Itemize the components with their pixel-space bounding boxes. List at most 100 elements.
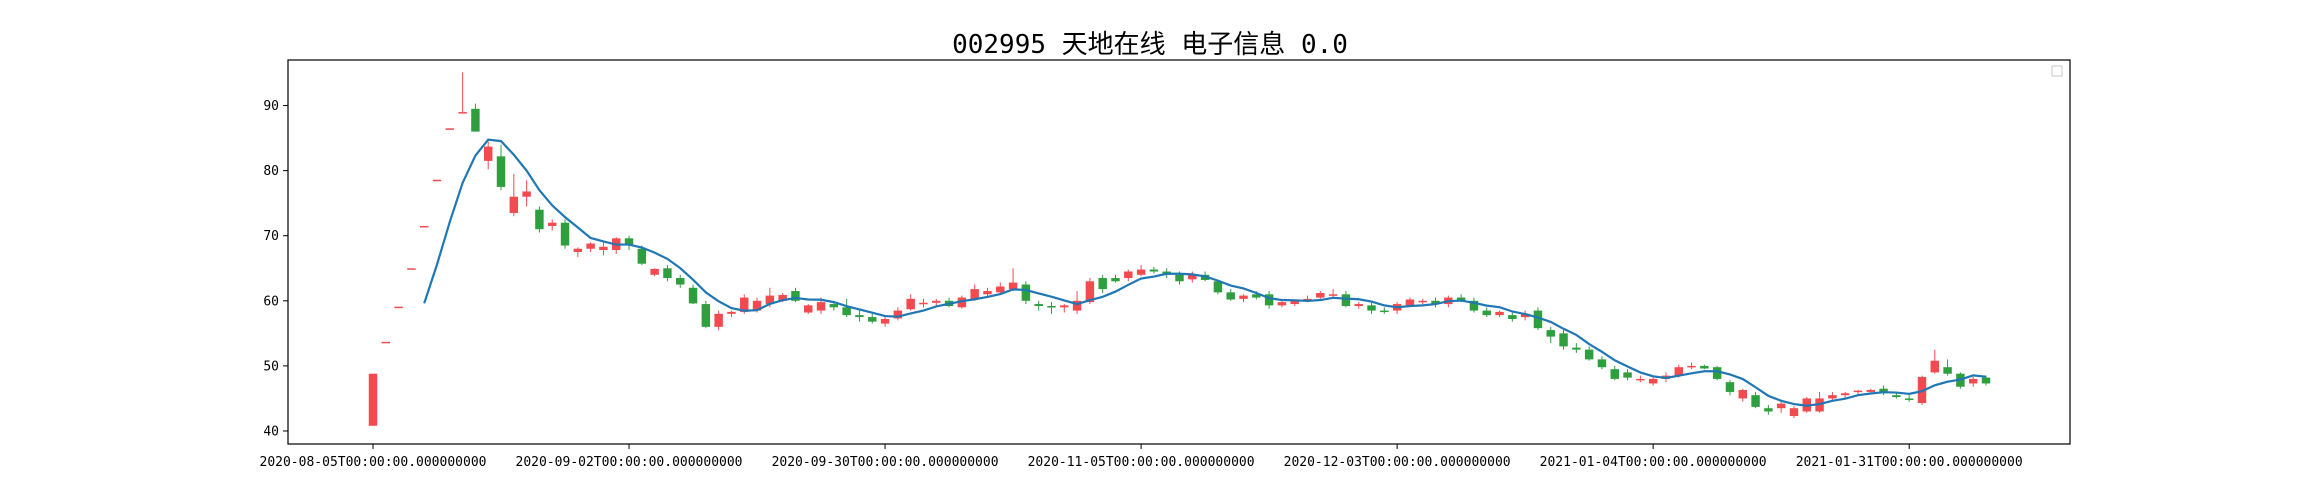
candle-body bbox=[880, 319, 890, 324]
candle-body bbox=[1687, 365, 1696, 368]
candle-body bbox=[1751, 395, 1760, 407]
candle-body bbox=[419, 225, 429, 228]
candle-body bbox=[932, 300, 941, 303]
candle-body bbox=[1380, 310, 1389, 313]
candle bbox=[1687, 362, 1696, 370]
candle-body bbox=[1508, 315, 1517, 320]
candle-body bbox=[1520, 313, 1530, 318]
candle bbox=[1136, 265, 1146, 277]
candle-body bbox=[970, 289, 979, 299]
candle-body bbox=[1290, 300, 1299, 305]
candle-body bbox=[688, 287, 698, 304]
candle bbox=[842, 298, 851, 318]
candle bbox=[1840, 391, 1850, 399]
legend-box bbox=[2051, 65, 2063, 77]
candle bbox=[880, 317, 890, 327]
candle bbox=[1623, 369, 1632, 381]
candle bbox=[996, 282, 1005, 295]
candle-body bbox=[1828, 395, 1837, 399]
candle-body bbox=[522, 191, 531, 197]
candle-body bbox=[752, 300, 762, 311]
candle-body bbox=[1405, 299, 1415, 307]
candle-body bbox=[1712, 367, 1722, 379]
candle bbox=[1367, 302, 1376, 314]
candle bbox=[1264, 291, 1274, 309]
candle-body bbox=[458, 112, 467, 114]
candle-body bbox=[1341, 294, 1351, 307]
candle bbox=[1584, 346, 1594, 361]
candle-body bbox=[1879, 388, 1888, 392]
candle-body bbox=[1264, 294, 1274, 306]
candle-body bbox=[1469, 300, 1479, 311]
candle bbox=[1904, 395, 1914, 402]
candle-body bbox=[1546, 330, 1555, 337]
candle bbox=[1700, 364, 1709, 370]
candle-body bbox=[804, 305, 813, 313]
candle-body bbox=[1840, 393, 1850, 396]
candle bbox=[1559, 330, 1568, 350]
candle bbox=[1380, 307, 1389, 314]
candle bbox=[509, 173, 519, 217]
candle bbox=[483, 141, 493, 170]
candle bbox=[1546, 326, 1555, 344]
candle-body bbox=[855, 315, 864, 318]
candle-body bbox=[1149, 269, 1159, 272]
candle bbox=[547, 219, 557, 231]
candle-body bbox=[1725, 382, 1735, 392]
chart-title: 002995 天地在线 电子信息 0.0 bbox=[952, 30, 1348, 60]
candle-body bbox=[445, 128, 455, 130]
candle bbox=[522, 180, 531, 207]
x-tick-label: 2020-09-30T00:00:00.000000000 bbox=[772, 455, 999, 470]
candle-body bbox=[791, 291, 800, 301]
candle bbox=[407, 268, 416, 270]
candle-body bbox=[778, 294, 787, 301]
x-tick-label: 2020-11-05T00:00:00.000000000 bbox=[1028, 455, 1255, 470]
candle bbox=[573, 247, 583, 258]
candle-body bbox=[1981, 377, 1991, 384]
candle-body bbox=[816, 302, 826, 311]
y-tick-label: 70 bbox=[263, 229, 279, 244]
candle bbox=[394, 306, 403, 309]
candle-body bbox=[868, 317, 877, 322]
candle-body bbox=[624, 238, 634, 246]
candle-body bbox=[829, 304, 839, 308]
candle-body bbox=[1354, 304, 1363, 307]
x-tick-label: 2020-09-02T00:00:00.000000000 bbox=[516, 455, 743, 470]
candle-body bbox=[1559, 333, 1568, 347]
candle bbox=[1776, 401, 1786, 413]
y-tick-label: 50 bbox=[263, 359, 279, 374]
candle-body bbox=[1252, 294, 1261, 298]
candle bbox=[791, 287, 800, 303]
candle bbox=[1149, 266, 1159, 274]
candles-layer bbox=[368, 72, 1991, 426]
candle bbox=[1431, 297, 1440, 308]
x-axis: 2020-08-05T00:00:00.000000000 2020-09-02T… bbox=[260, 444, 2023, 470]
candle bbox=[1034, 300, 1043, 311]
candle-body bbox=[906, 298, 915, 310]
candle bbox=[599, 242, 608, 256]
candle-body bbox=[1738, 389, 1747, 399]
candle-body bbox=[1034, 304, 1043, 307]
candle bbox=[471, 103, 480, 132]
candle bbox=[1124, 269, 1133, 282]
candle-body bbox=[1316, 293, 1325, 298]
candle bbox=[676, 274, 685, 288]
y-axis: 40 50 60 70 80 90 bbox=[263, 99, 288, 439]
candle bbox=[1469, 297, 1479, 313]
candle-body bbox=[1572, 347, 1581, 350]
candle bbox=[701, 300, 711, 329]
candle bbox=[1328, 289, 1338, 298]
candle bbox=[1072, 291, 1082, 314]
candle bbox=[1636, 375, 1645, 383]
candle-body bbox=[1533, 310, 1543, 329]
candle-body bbox=[650, 268, 659, 275]
y-tick-label: 80 bbox=[263, 164, 279, 179]
candle-body bbox=[1175, 274, 1184, 282]
candle bbox=[1764, 404, 1773, 415]
candle bbox=[855, 310, 864, 322]
candle bbox=[727, 310, 736, 318]
candle bbox=[1508, 311, 1517, 322]
candle-body bbox=[1597, 359, 1607, 368]
candle-body bbox=[701, 304, 711, 327]
